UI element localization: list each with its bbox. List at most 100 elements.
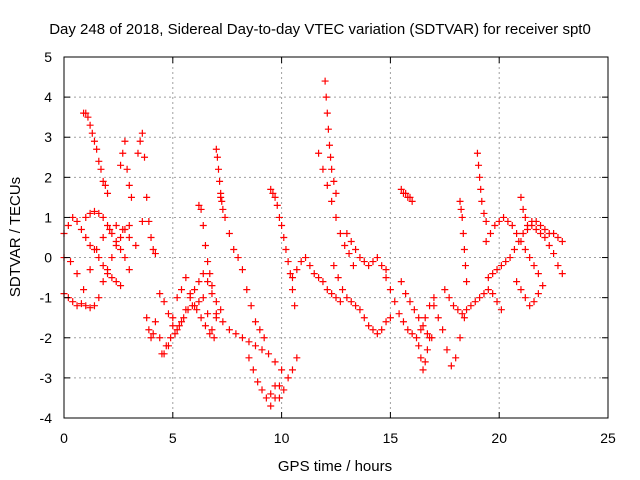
series-c4 [267, 185, 299, 310]
data-point [477, 185, 485, 193]
data-point [101, 181, 109, 189]
y-tick-label: 2 [44, 169, 52, 185]
data-point [482, 238, 490, 246]
series-b2 [156, 270, 225, 334]
data-point [349, 262, 357, 270]
data-point [328, 197, 336, 205]
data-point [121, 137, 129, 145]
grid-layer [64, 57, 608, 418]
plot-frame [63, 56, 609, 419]
data-point [402, 290, 410, 298]
data-point [532, 225, 540, 233]
data-point [482, 217, 490, 225]
series-c6 [321, 77, 340, 197]
data-point [69, 298, 77, 306]
data-point [145, 326, 153, 334]
data-point [495, 217, 503, 225]
data-point [332, 189, 340, 197]
data-point [356, 306, 364, 314]
data-point [178, 286, 186, 294]
data-point [373, 330, 381, 338]
data-point [99, 262, 107, 270]
data-point [391, 298, 399, 306]
data-point [297, 258, 305, 266]
data-point [526, 254, 534, 262]
data-point [82, 302, 90, 310]
data-point [143, 314, 151, 322]
data-point [232, 330, 240, 338]
data-point [378, 326, 386, 334]
y-tick-label: -1 [40, 290, 53, 306]
data-point [399, 318, 407, 326]
data-point [323, 109, 331, 117]
data-point [352, 302, 360, 310]
data-point [201, 242, 209, 250]
data-point [284, 258, 292, 266]
data-point [127, 193, 135, 201]
data-point [73, 217, 81, 225]
data-point [343, 229, 351, 237]
data-point [493, 298, 501, 306]
y-tick-label: -4 [40, 410, 53, 426]
data-point [323, 181, 331, 189]
data-point [173, 294, 181, 302]
data-point [539, 282, 547, 290]
data-point [214, 165, 222, 173]
data-point [360, 258, 368, 266]
data-point [454, 306, 462, 314]
data-point [382, 318, 390, 326]
data-point [558, 270, 566, 278]
data-point [197, 314, 205, 322]
data-point [419, 322, 427, 330]
data-point [178, 318, 186, 326]
series-a7 [134, 129, 159, 258]
data-point [534, 290, 542, 298]
data-point [519, 229, 527, 237]
data-point [410, 306, 418, 314]
data-point [117, 282, 125, 290]
data-point [452, 354, 460, 362]
data-point [147, 234, 155, 241]
data-point [112, 278, 120, 286]
data-point [269, 189, 277, 197]
data-point [86, 242, 94, 250]
data-point [212, 298, 220, 306]
data-point [108, 254, 116, 262]
data-point [460, 246, 468, 254]
data-point [138, 217, 146, 225]
data-point [413, 334, 421, 342]
data-point [471, 298, 479, 306]
data-point [112, 221, 120, 229]
data-point [151, 318, 159, 326]
data-point [463, 306, 471, 314]
data-point [315, 274, 323, 282]
data-point [360, 314, 368, 322]
x-axis-title: GPS time / hours [278, 458, 392, 475]
data-point [82, 109, 90, 117]
series-c2 [245, 354, 283, 410]
data-point [90, 137, 98, 145]
data-point [117, 234, 125, 241]
data-point [460, 314, 468, 322]
data-point [537, 229, 545, 237]
data-point [306, 262, 314, 270]
data-point [99, 278, 107, 286]
data-point [554, 262, 562, 270]
data-point [117, 246, 125, 254]
data-point [106, 225, 114, 233]
data-point [406, 298, 414, 306]
data-point [182, 274, 190, 282]
data-point [537, 221, 545, 229]
series-b5 [212, 145, 227, 213]
data-point [459, 229, 467, 237]
data-point [208, 282, 216, 290]
y-tick-label: 5 [44, 49, 52, 65]
data-point [145, 217, 153, 225]
y-tick-label: 4 [44, 89, 52, 105]
data-point [186, 294, 194, 302]
data-point [419, 366, 427, 374]
data-point [149, 246, 157, 254]
data-point [160, 298, 168, 306]
x-tick-labels: 0 5 10 15 20 25 [60, 430, 616, 446]
series-b3 [158, 302, 218, 358]
